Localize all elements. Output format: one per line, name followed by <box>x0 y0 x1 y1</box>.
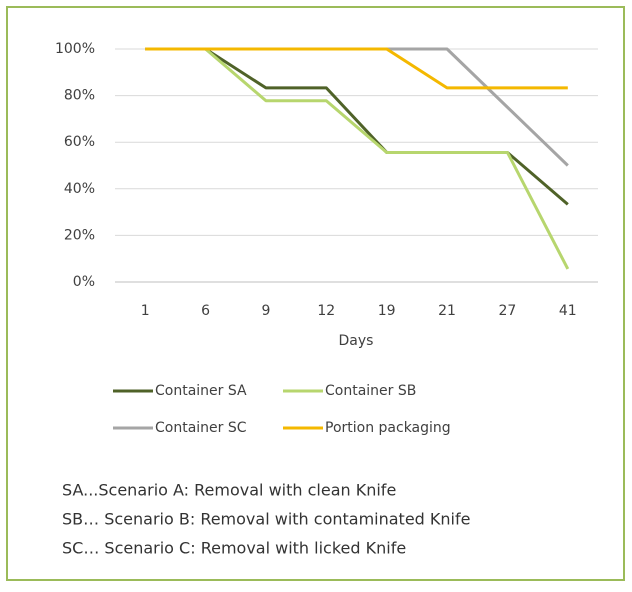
x-tick-label: 21 <box>438 303 456 319</box>
chart: Days 0% 20% 40% 60% 80% 100% 1 6 9 12 19 21 27 41 Cont… <box>0 0 632 592</box>
x-tick-label: 1 <box>141 303 150 319</box>
x-tick-label: 12 <box>317 303 335 319</box>
y-tick-label: 100% <box>55 41 95 57</box>
annotation: SC… Scenario C: Removal with licked Knif… <box>62 539 406 558</box>
x-tick-label: 27 <box>499 303 517 319</box>
legend-label: Container SA <box>155 383 247 399</box>
x-tick-label: 41 <box>559 303 577 319</box>
x-axis-label: Days <box>339 333 374 349</box>
x-tick-label: 19 <box>378 303 396 319</box>
legend-label: Container SB <box>325 383 416 399</box>
annotation: SA...Scenario A: Removal with clean Knif… <box>62 481 396 500</box>
y-tick-label: 20% <box>64 227 95 243</box>
annotation: SB… Scenario B: Removal with contaminate… <box>62 510 470 529</box>
x-tick-label: 6 <box>201 303 210 319</box>
y-tick-label: 60% <box>64 134 95 150</box>
y-tick-label: 0% <box>73 274 95 290</box>
y-tick-label: 40% <box>64 181 95 197</box>
legend-label: Container SC <box>155 420 247 436</box>
x-tick-label: 9 <box>261 303 270 319</box>
y-tick-label: 80% <box>64 88 95 104</box>
legend-label: Portion packaging <box>325 420 451 436</box>
